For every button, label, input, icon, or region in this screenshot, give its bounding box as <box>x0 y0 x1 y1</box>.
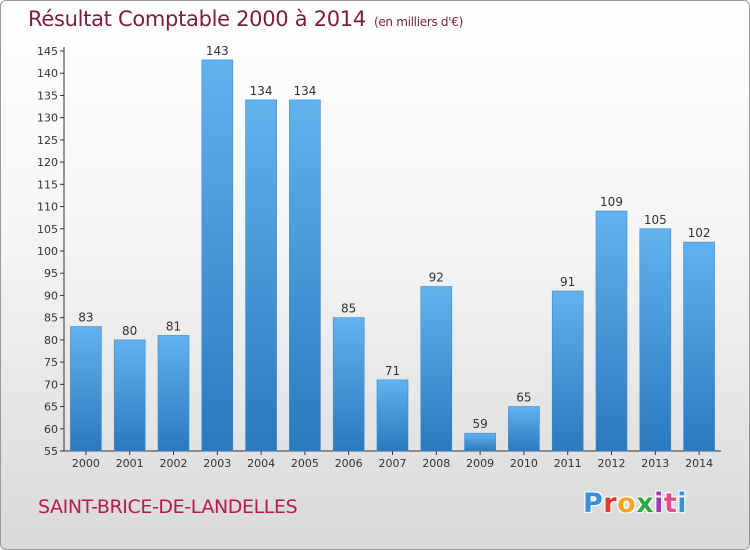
x-tick-label-2010: 2010 <box>510 457 538 470</box>
logo-letter: x <box>636 488 655 519</box>
bar-2004 <box>245 99 277 452</box>
bar-2012 <box>595 210 628 452</box>
data-label-2014: 102 <box>688 226 711 240</box>
x-tick-label-2008: 2008 <box>422 457 450 470</box>
x-tick-label-2013: 2013 <box>641 457 669 470</box>
bar-2009 <box>464 432 496 452</box>
y-tick-label: 90 <box>44 289 58 302</box>
chart-title: Résultat Comptable 2000 à 2014 (en millie… <box>28 7 463 31</box>
bar-2014 <box>683 241 715 452</box>
x-tick-label-2011: 2011 <box>554 457 582 470</box>
logo-letter: P <box>583 488 604 519</box>
x-tick-label-2012: 2012 <box>598 457 626 470</box>
data-label-2006: 85 <box>341 302 356 316</box>
y-tick-label: 125 <box>37 134 58 147</box>
bar-2002 <box>157 335 190 452</box>
y-tick-label: 135 <box>37 89 58 102</box>
x-tick-label-2002: 2002 <box>160 457 188 470</box>
data-label-2002: 81 <box>166 319 181 333</box>
x-tick-label-2005: 2005 <box>291 457 319 470</box>
data-label-2010: 65 <box>516 391 531 405</box>
data-label-2012: 109 <box>600 195 623 209</box>
x-tick-label-2004: 2004 <box>247 457 275 470</box>
y-tick-label: 130 <box>37 112 58 125</box>
data-label-2013: 105 <box>644 213 667 227</box>
y-tick-label: 120 <box>37 156 58 169</box>
logo-letter: o <box>617 488 637 519</box>
bar-2006 <box>332 317 365 452</box>
x-tick-label-2000: 2000 <box>72 457 100 470</box>
y-tick-label: 110 <box>37 201 58 214</box>
bar-2005 <box>289 99 321 452</box>
data-label-2007: 71 <box>385 364 400 378</box>
bar-2003 <box>201 59 234 452</box>
x-tick-label-2009: 2009 <box>466 457 494 470</box>
x-tick-label-2001: 2001 <box>116 457 144 470</box>
logo-letter: r <box>603 488 618 519</box>
bar-2013 <box>639 228 672 452</box>
y-tick-label: 75 <box>44 356 58 369</box>
bar-2010 <box>508 406 540 452</box>
chart-title-text: Résultat Comptable 2000 à 2014 <box>28 7 366 31</box>
bar-2007 <box>376 379 409 452</box>
chart-axes: 55 60 65 70 75 80 85 90 95 100 105 110 115 120 125 130 1… <box>37 45 721 470</box>
y-tick-label: 60 <box>44 423 58 436</box>
data-label-2003: 143 <box>206 44 229 58</box>
x-tick-label-2014: 2014 <box>685 457 713 470</box>
y-tick-label: 65 <box>44 401 58 414</box>
logo-letter: i <box>677 488 688 519</box>
bar-2008 <box>420 286 453 452</box>
y-tick-label: 70 <box>44 378 58 391</box>
y-tick-label: 115 <box>37 178 58 191</box>
x-tick-label-2007: 2007 <box>379 457 407 470</box>
data-label-2011: 91 <box>560 275 575 289</box>
y-tick-label: 105 <box>37 223 58 236</box>
chart-subtitle: (en milliers d'€) <box>373 15 463 29</box>
y-tick-label: 145 <box>37 45 58 58</box>
data-label-2009: 59 <box>472 417 487 431</box>
y-tick-label: 55 <box>44 445 58 458</box>
y-tick-label: 95 <box>44 267 58 280</box>
data-label-2000: 83 <box>78 311 93 325</box>
y-tick-label: 140 <box>37 67 58 80</box>
y-tick-label: 80 <box>44 334 58 347</box>
x-tick-label-2003: 2003 <box>203 457 231 470</box>
y-tick-label: 85 <box>44 312 58 325</box>
y-tick-label: 100 <box>37 245 58 258</box>
data-label-2001: 80 <box>122 324 137 338</box>
bar-2000 <box>70 326 102 452</box>
data-label-2005: 134 <box>293 84 316 98</box>
logo-letter: t <box>663 488 678 519</box>
data-label-2008: 92 <box>429 271 444 285</box>
x-tick-label-2006: 2006 <box>335 457 363 470</box>
data-label-2004: 134 <box>250 84 273 98</box>
bar-2001 <box>113 339 146 452</box>
bar-2011 <box>551 290 584 452</box>
logo-letter: i <box>654 488 664 519</box>
chart-bars: 83 80 81 143 134 134 85 71 92 59 65 91 109 105 102 <box>70 44 715 452</box>
commune-name: SAINT-BRICE-DE-LANDELLES <box>38 496 298 518</box>
proxiti-logo: Proxiti <box>583 488 687 519</box>
